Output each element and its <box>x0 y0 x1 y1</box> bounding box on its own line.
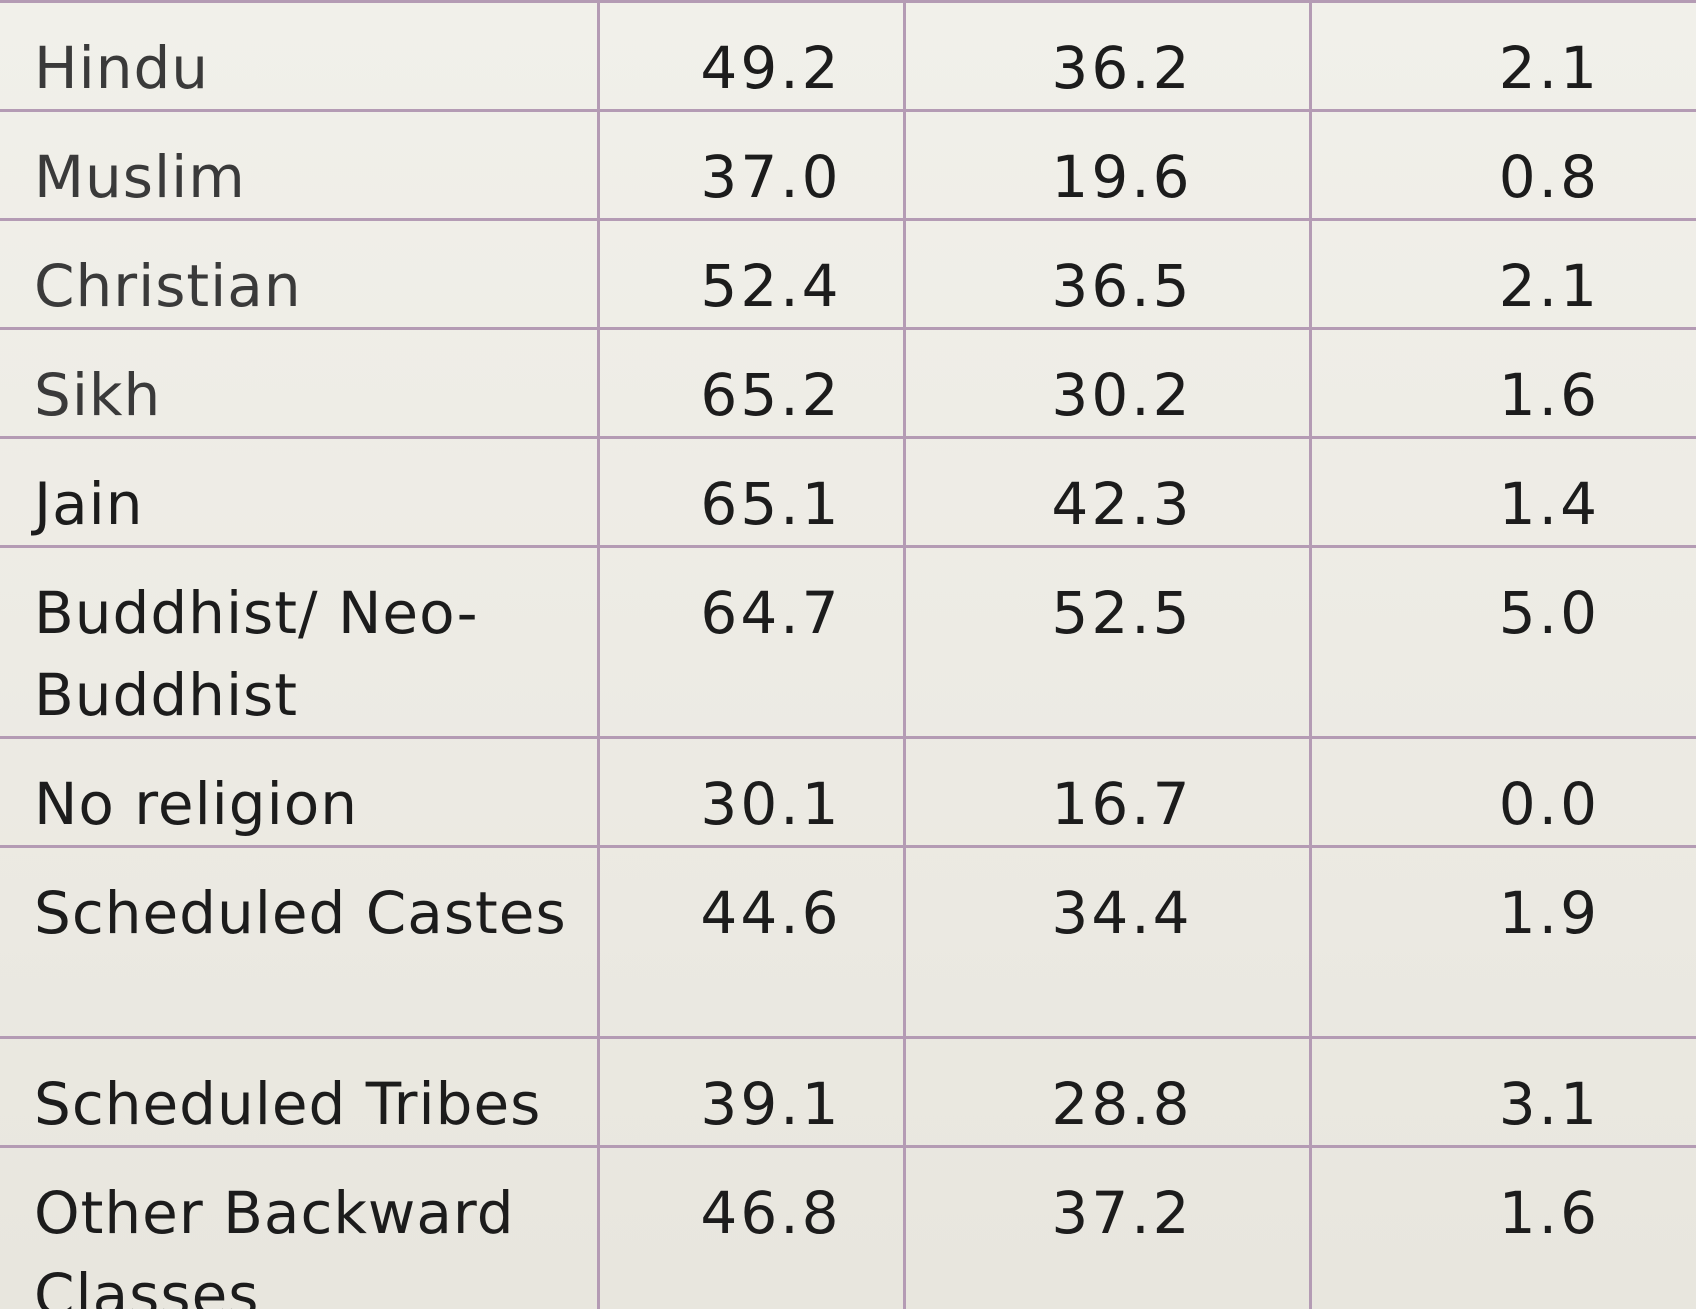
table-row: Muslim 37.0 19.6 0.8 <box>0 110 1696 221</box>
table-row: Sikh 65.2 30.2 1.6 <box>0 328 1696 439</box>
value-cell: 37.0 <box>598 110 906 221</box>
value-cell: 19.6 <box>904 110 1312 221</box>
table-row: No religion 30.1 16.7 0.0 <box>0 737 1696 848</box>
table-row: Scheduled Castes 44.6 34.4 1.9 <box>0 846 1696 1039</box>
value-cell: 1.9 <box>1310 846 1696 1039</box>
value-cell: 16.7 <box>904 737 1312 848</box>
row-label: Christian <box>0 219 600 330</box>
value-cell: 1.6 <box>1310 1146 1696 1309</box>
value-cell: 1.6 <box>1310 328 1696 439</box>
row-label: Other Backward Classes <box>0 1146 600 1309</box>
value-cell: 0.8 <box>1310 110 1696 221</box>
value-cell: 30.2 <box>904 328 1312 439</box>
value-cell: 37.2 <box>904 1146 1312 1309</box>
value-cell: 30.1 <box>598 737 906 848</box>
value-cell: 39.1 <box>598 1037 906 1148</box>
row-label: Buddhist/ Neo-Buddhist <box>0 546 600 739</box>
value-cell: 52.4 <box>598 219 906 330</box>
value-cell: 0.0 <box>1310 737 1696 848</box>
value-cell: 2.1 <box>1310 0 1696 112</box>
value-cell: 65.1 <box>598 437 906 548</box>
row-label: No religion <box>0 737 600 848</box>
row-label: Muslim <box>0 110 600 221</box>
table-row: Hindu 49.2 36.2 2.1 <box>0 0 1696 112</box>
value-cell: 36.5 <box>904 219 1312 330</box>
value-cell: 5.0 <box>1310 546 1696 739</box>
value-cell: 65.2 <box>598 328 906 439</box>
table-row: Jain 65.1 42.3 1.4 <box>0 437 1696 548</box>
value-cell: 49.2 <box>598 0 906 112</box>
value-cell: 2.1 <box>1310 219 1696 330</box>
value-cell: 42.3 <box>904 437 1312 548</box>
row-label: Scheduled Castes <box>0 846 600 1039</box>
value-cell: 34.4 <box>904 846 1312 1039</box>
row-label: Scheduled Tribes <box>0 1037 600 1148</box>
row-label: Jain <box>0 437 600 548</box>
value-cell: 46.8 <box>598 1146 906 1309</box>
table-row: Buddhist/ Neo-Buddhist 64.7 52.5 5.0 <box>0 546 1696 739</box>
value-cell: 44.6 <box>598 846 906 1039</box>
value-cell: 3.1 <box>1310 1037 1696 1148</box>
row-label: Sikh <box>0 328 600 439</box>
row-label: Hindu <box>0 0 600 112</box>
value-cell: 28.8 <box>904 1037 1312 1148</box>
table-row: Christian 52.4 36.5 2.1 <box>0 219 1696 330</box>
value-cell: 52.5 <box>904 546 1312 739</box>
table-row: Scheduled Tribes 39.1 28.8 3.1 <box>0 1037 1696 1148</box>
value-cell: 1.4 <box>1310 437 1696 548</box>
table-row: Other Backward Classes 46.8 37.2 1.6 <box>0 1146 1696 1309</box>
value-cell: 64.7 <box>598 546 906 739</box>
value-cell: 36.2 <box>904 0 1312 112</box>
